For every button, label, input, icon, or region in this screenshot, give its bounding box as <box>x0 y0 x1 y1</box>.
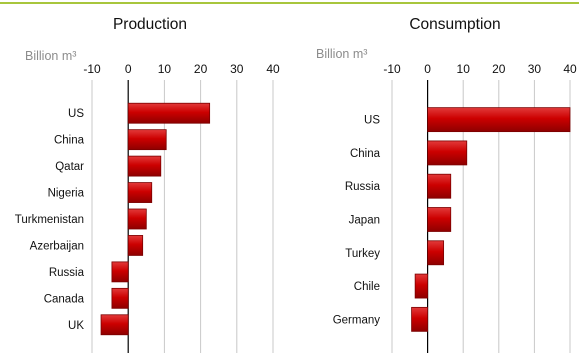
production-bar <box>127 182 153 203</box>
production-bars <box>100 102 211 336</box>
consumption-bar <box>427 240 445 266</box>
consumption-category-labels: US China Russia Japan Turkey Chile Germany <box>333 115 381 327</box>
consumption-title: Consumption <box>409 16 500 33</box>
consumption-tick-label: -10 <box>383 62 401 76</box>
production-panel: Production Billion m³ -10 0 10 20 30 40 US Chi… <box>15 16 280 353</box>
production-tick-label: -10 <box>83 62 101 76</box>
consumption-tick-labels: -10 0 10 20 30 40 <box>383 62 577 76</box>
production-category-label: Canada <box>44 293 85 305</box>
production-tick-label: 30 <box>230 62 244 76</box>
consumption-tick-label: 10 <box>457 62 471 76</box>
consumption-bar <box>414 273 429 299</box>
production-bar <box>127 235 144 256</box>
production-category-labels: US China Qatar Nigeria Turkmenistan Azerbaija… <box>15 108 85 332</box>
production-bar <box>100 314 129 336</box>
production-tick-label: 20 <box>194 62 208 76</box>
production-bar <box>127 129 167 151</box>
production-category-label: China <box>54 135 85 147</box>
production-tick-label: 10 <box>158 62 172 76</box>
consumption-tick-label: 40 <box>563 62 577 76</box>
consumption-category-label: US <box>364 115 380 127</box>
top-accent-rule <box>0 2 579 4</box>
production-unit-label: Billion m³ <box>25 49 76 63</box>
consumption-bar <box>427 173 452 199</box>
consumption-category-label: Germany <box>333 314 381 326</box>
production-bar <box>127 155 162 177</box>
production-bar <box>127 102 211 124</box>
consumption-panel: Consumption Billion m³ -10 0 10 20 30 40 US Ch… <box>316 16 577 353</box>
production-category-label: Azerbaijan <box>30 240 84 252</box>
consumption-bar <box>427 207 452 232</box>
production-bar <box>111 261 129 283</box>
consumption-tick-label: 30 <box>528 62 542 76</box>
consumption-tick-label: 20 <box>492 62 506 76</box>
consumption-unit-label: Billion m³ <box>316 47 367 61</box>
consumption-category-label: Russia <box>345 181 381 193</box>
production-category-label: Turkmenistan <box>15 214 84 226</box>
consumption-bar <box>427 140 468 166</box>
consumption-bar <box>411 306 428 332</box>
production-title: Production <box>113 16 187 33</box>
consumption-category-label: Japan <box>349 215 380 227</box>
production-tick-label: 0 <box>125 62 132 76</box>
consumption-category-label: Chile <box>354 281 380 293</box>
consumption-bars <box>411 107 571 332</box>
production-category-label: Qatar <box>55 161 84 173</box>
consumption-category-label: China <box>350 148 381 160</box>
consumption-tick-label: 0 <box>424 62 431 76</box>
production-category-label: Nigeria <box>48 188 85 200</box>
production-category-label: UK <box>68 320 84 332</box>
production-tick-labels: -10 0 10 20 30 40 <box>83 62 280 76</box>
production-category-label: Russia <box>49 267 85 279</box>
consumption-category-label: Turkey <box>345 248 380 260</box>
consumption-bar <box>427 107 571 133</box>
production-tick-label: 40 <box>266 62 280 76</box>
production-bar <box>127 208 147 230</box>
production-category-label: US <box>68 108 84 120</box>
production-bar <box>111 287 129 309</box>
